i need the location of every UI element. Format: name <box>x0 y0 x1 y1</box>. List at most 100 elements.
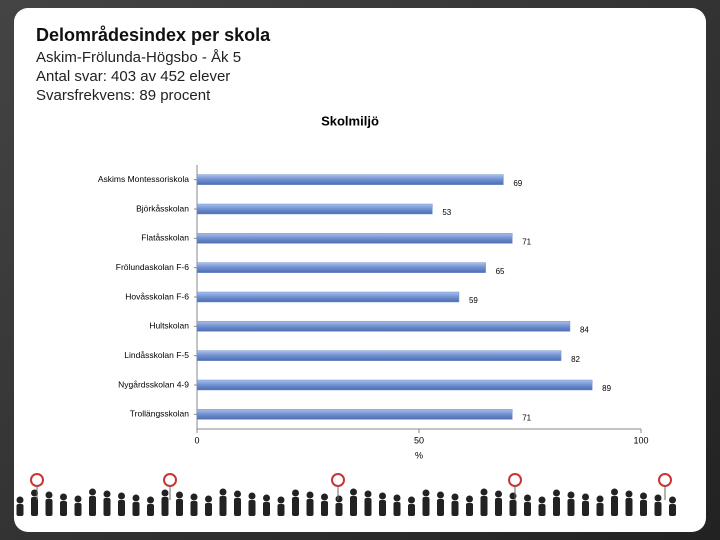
silhouette-head <box>161 489 169 497</box>
target-icon <box>658 473 672 487</box>
subtitle: Antal svar: 403 av 452 elever <box>36 68 230 85</box>
y-tick-label: Hultskolan <box>149 321 189 331</box>
silhouette-head <box>31 489 38 497</box>
silhouette-body <box>161 497 169 516</box>
silhouette-body <box>538 504 546 516</box>
silhouette-head <box>379 492 386 500</box>
silhouette-body <box>451 501 459 516</box>
silhouette-body <box>190 501 198 516</box>
silhouette-head <box>118 492 125 500</box>
data-label: 71 <box>522 237 531 246</box>
silhouette-body <box>205 503 212 516</box>
silhouette-head <box>582 493 589 501</box>
silhouette-body <box>524 502 531 516</box>
silhouette-body <box>147 504 154 516</box>
silhouette-head <box>364 490 372 498</box>
subtitle: Svarsfrekvens: 89 procent <box>36 87 211 104</box>
silhouette-body <box>321 501 328 516</box>
silhouette-head <box>277 496 285 504</box>
target-icon <box>508 473 522 487</box>
bar <box>196 262 486 273</box>
silhouette-body <box>654 502 662 516</box>
silhouette-head <box>16 496 24 504</box>
bar <box>196 233 513 244</box>
silhouette-head <box>103 490 111 498</box>
silhouette-head <box>234 490 241 498</box>
bar <box>196 321 571 332</box>
silhouette-head <box>292 489 299 497</box>
silhouette-head <box>669 496 676 504</box>
y-tick-label: Nygårdsskolan 4-9 <box>118 379 189 389</box>
silhouette-body <box>74 503 82 516</box>
silhouette-head <box>321 493 328 501</box>
silhouette-body <box>89 496 96 516</box>
y-tick-label: Lindåsskolan F-5 <box>124 350 189 360</box>
x-tick-label: 50 <box>414 435 424 445</box>
data-label: 89 <box>602 384 611 393</box>
silhouette-head <box>205 495 212 503</box>
silhouette-head <box>219 488 227 496</box>
x-tick-label: 100 <box>633 435 648 445</box>
silhouette-head <box>74 495 82 503</box>
silhouette-head <box>466 495 473 503</box>
silhouette-head <box>538 496 546 504</box>
silhouette-head <box>248 492 256 500</box>
silhouette-body <box>292 497 299 516</box>
data-label: 84 <box>580 325 589 334</box>
silhouette-body <box>60 501 67 516</box>
silhouette-body <box>306 499 314 516</box>
silhouette-body <box>567 499 575 516</box>
silhouette-head <box>408 496 415 504</box>
y-tick-label: Björkåsskolan <box>136 203 189 213</box>
silhouette-body <box>31 497 38 516</box>
silhouette-head <box>625 490 633 498</box>
data-label: 59 <box>469 296 478 305</box>
y-tick-label: Trollängsskolan <box>130 409 189 419</box>
target-icon <box>30 473 44 487</box>
bar <box>196 350 562 361</box>
silhouette-head <box>45 491 53 499</box>
silhouette-body <box>422 497 430 516</box>
silhouette-head <box>553 489 560 497</box>
bar <box>196 291 460 303</box>
target-icon <box>163 473 177 487</box>
silhouette-head <box>132 494 140 502</box>
silhouette-body <box>335 503 343 516</box>
data-label: 82 <box>571 355 580 364</box>
y-tick-label: Frölundaskolan F-6 <box>116 262 190 272</box>
silhouette-head <box>437 491 444 499</box>
silhouette-head <box>89 488 96 496</box>
silhouette-body <box>379 500 386 516</box>
silhouette-head <box>263 494 270 502</box>
silhouette-body <box>509 500 517 516</box>
silhouette-body <box>103 498 111 516</box>
bar <box>196 409 513 420</box>
silhouette-body <box>132 502 140 516</box>
silhouette-body <box>596 503 604 516</box>
silhouette-body <box>176 499 183 516</box>
silhouette-head <box>596 495 604 503</box>
silhouette-body <box>118 500 125 516</box>
silhouette-body <box>437 499 444 516</box>
data-label: 53 <box>442 208 451 217</box>
silhouette-head <box>190 493 198 501</box>
silhouette-head <box>147 496 154 504</box>
silhouette-body <box>263 502 270 516</box>
silhouette-body <box>408 504 415 516</box>
silhouette-body <box>480 496 488 516</box>
silhouette-body <box>350 496 357 516</box>
silhouette-body <box>553 497 560 516</box>
data-label: 71 <box>522 413 531 422</box>
x-tick-label: 0 <box>194 435 199 445</box>
silhouette-body <box>16 504 24 516</box>
silhouette-head <box>451 493 459 501</box>
silhouette-body <box>611 496 618 516</box>
silhouette-head <box>60 493 67 501</box>
silhouette-body <box>248 500 256 516</box>
silhouette-head <box>524 494 531 502</box>
silhouette-head <box>335 495 343 503</box>
silhouette-head <box>480 488 488 496</box>
decoration <box>16 473 676 516</box>
silhouette-body <box>277 504 285 516</box>
target-icon <box>331 473 345 487</box>
